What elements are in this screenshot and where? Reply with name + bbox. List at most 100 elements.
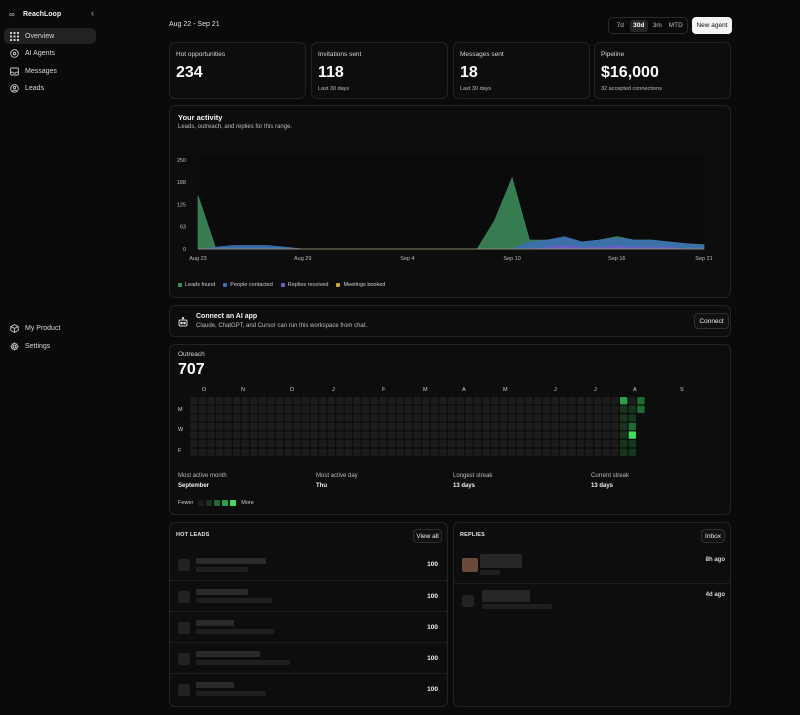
heatmap-cell: [276, 431, 284, 439]
sidebar-item-leads[interactable]: Leads: [4, 80, 96, 96]
stat-card-invitations: Invitations sent 118 Last 30 days: [311, 42, 448, 99]
sidebar-item-my-product[interactable]: My Product: [4, 320, 96, 336]
lead-row[interactable]: 100: [170, 549, 447, 580]
heatmap-cell: [396, 448, 404, 456]
heatmap-cell: [473, 431, 482, 439]
heatmap-cell: [413, 405, 421, 413]
heatmap-cell: [336, 397, 344, 405]
heatmap-cell: [465, 414, 473, 422]
heatmap-cell: [344, 440, 353, 448]
heatmap-cell: [568, 448, 576, 456]
range-3m[interactable]: 3m: [652, 22, 662, 29]
x-tick-label: Aug 29: [294, 256, 311, 262]
legend-more: More: [241, 500, 254, 506]
heatmap-cell: [215, 405, 224, 413]
heatmap-cell: [473, 448, 482, 456]
month-label: A: [633, 387, 637, 393]
heatmap-cell: [284, 405, 292, 413]
connect-button[interactable]: Connect: [694, 313, 729, 329]
heatmap-cell: [344, 431, 353, 439]
heatmap-cell: [353, 448, 361, 456]
heatmap-cell: [456, 431, 464, 439]
heatmap-cell: [439, 448, 447, 456]
heatmap-cell: [465, 422, 473, 431]
heatmap-cell: [224, 431, 232, 439]
heatmap-cell: [551, 422, 559, 431]
new-agent-button[interactable]: New agent: [692, 17, 732, 34]
sidebar-item-ai-agents[interactable]: AI Agents: [4, 45, 96, 61]
sidebar-item-settings[interactable]: Settings: [4, 338, 96, 354]
outreach-label: Outreach: [178, 351, 205, 358]
heatmap-cell: [224, 405, 232, 413]
day-label: W: [178, 427, 184, 433]
reply-row[interactable]: 8h ago: [454, 549, 730, 583]
sidebar-item-overview[interactable]: Overview: [4, 28, 96, 44]
heatmap-cell: [516, 405, 525, 413]
reply-row[interactable]: 4d ago: [454, 583, 730, 617]
heatmap-cell: [215, 397, 224, 405]
range-7d[interactable]: 7d: [616, 22, 624, 29]
range-30d[interactable]: 30d: [629, 19, 648, 32]
heatmap-cell: [198, 431, 206, 439]
heatmap-cell: [508, 448, 516, 456]
brand-name: ReachLoop: [23, 10, 62, 18]
x-tick-label: Sep 16: [608, 256, 625, 262]
lead-row[interactable]: 100: [170, 611, 447, 642]
heatmap-cell: [379, 448, 387, 456]
heatmap-cell: [215, 448, 224, 456]
heatmap-cell: [387, 422, 396, 431]
sidebar-item-messages[interactable]: Messages: [4, 63, 96, 79]
heatmap-cell: [620, 448, 628, 456]
heatmap-cell: [628, 397, 636, 405]
heatmap-cell: [284, 440, 292, 448]
heatmap-cell: [258, 448, 267, 456]
heatmap-cell: [301, 440, 310, 448]
heatmap-cell: [267, 397, 275, 405]
lead-row[interactable]: 100: [170, 642, 447, 673]
heatmap-cell: [293, 431, 301, 439]
heatmap-cell: [534, 414, 542, 422]
heatmap-cell: [198, 414, 206, 422]
heatmap-cell: [267, 448, 275, 456]
month-label: M: [503, 387, 508, 393]
heatmap-cell: [473, 397, 482, 405]
view-all-button[interactable]: View all: [413, 529, 442, 543]
heatmap-cell: [628, 448, 636, 456]
range-mtd[interactable]: MTD: [668, 22, 683, 29]
inbox-icon: [10, 67, 19, 76]
heatmap-cell: [491, 448, 499, 456]
heatmap-cell: [224, 414, 232, 422]
heatmap-cell: [258, 440, 267, 448]
heatmap-cell: [207, 431, 215, 439]
stat-label: Hot opportunities: [176, 51, 226, 58]
stat-value: September: [178, 483, 210, 489]
replies-title: REPLIES: [460, 532, 485, 538]
brand[interactable]: ∞ ReachLoop ‹: [9, 8, 97, 20]
legend-item: Leads found: [178, 282, 215, 288]
heatmap-cell: [577, 397, 585, 405]
heatmap-cell: [559, 397, 568, 405]
activity-chart: 0 63 125 188 250 Aug 23 Aug 29 Sep 4 Sep 10 Sep 1…: [177, 156, 713, 262]
heatmap-cell: [370, 440, 378, 448]
heatmap-cell: [559, 405, 568, 413]
heatmap-cell: [250, 440, 258, 448]
heatmap-cell: [233, 414, 241, 422]
heatmap-cell: [568, 431, 576, 439]
heatmap-cell: [585, 440, 593, 448]
inbox-button[interactable]: Inbox: [701, 529, 725, 543]
heatmap-cell: [198, 397, 206, 405]
heatmap-cell: [611, 448, 619, 456]
heatmap-cell: [353, 397, 361, 405]
collapse-chevron-icon[interactable]: ‹: [91, 8, 94, 18]
heatmap-cell: [448, 440, 456, 448]
stat-sub: 32 accepted connections: [601, 86, 662, 92]
y-tick-label: 0: [183, 247, 186, 253]
y-tick-label: 250: [177, 158, 186, 164]
lead-row[interactable]: 100: [170, 673, 447, 704]
heatmap-cell: [336, 431, 344, 439]
lead-row[interactable]: 100: [170, 580, 447, 611]
heatmap-cell: [508, 405, 516, 413]
heatmap-cell: [577, 448, 585, 456]
lead-title-redacted: [196, 567, 248, 572]
heatmap-cell: [525, 448, 533, 456]
